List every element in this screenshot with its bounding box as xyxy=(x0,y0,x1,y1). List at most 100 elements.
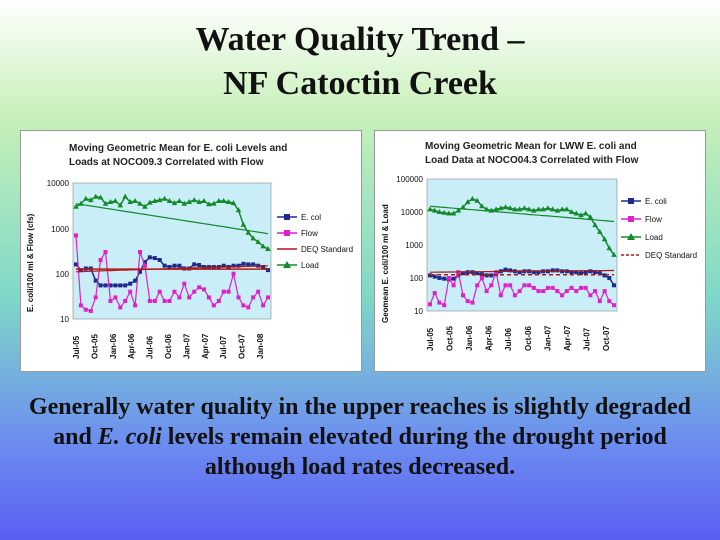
series-line-ecoli xyxy=(75,256,269,287)
data-point-load xyxy=(549,206,556,212)
data-point-load xyxy=(206,201,212,207)
data-point-flow xyxy=(451,283,456,288)
data-point-load xyxy=(535,206,542,212)
data-point-flow xyxy=(162,299,167,303)
x-tick-label: Oct-06 xyxy=(524,326,533,351)
data-point-flow xyxy=(83,307,88,312)
data-point-load xyxy=(483,206,490,212)
data-point-flow xyxy=(152,299,157,303)
chart-noco04-svg: Moving Geometric Mean for LWW E. coli an… xyxy=(381,141,697,351)
data-point-load xyxy=(265,246,271,251)
x-tick-label: Jul-05 xyxy=(72,335,81,359)
data-point-ecoli xyxy=(78,268,83,273)
data-point-flow xyxy=(74,233,78,238)
data-point-flow xyxy=(93,295,98,300)
legend-marker-ecoli xyxy=(284,214,290,220)
x-tick-labels: Jul-05 Oct-05 Jan-06 Apr-06 Jul-06 Oct-06 Jan-… xyxy=(72,333,265,359)
data-point-ecoli xyxy=(197,263,202,267)
slide-caption: Generally water quality in the upper rea… xyxy=(20,392,700,482)
data-point-load xyxy=(250,235,256,241)
x-tick-label: Apr-06 xyxy=(127,333,136,359)
data-point-flow xyxy=(432,291,437,295)
data-point-flow xyxy=(246,305,251,310)
data-point-load xyxy=(516,206,523,212)
legend-marker-ecoli xyxy=(628,198,634,204)
data-point-load xyxy=(606,245,613,251)
data-point-ecoli xyxy=(451,276,456,281)
data-point-ecoli xyxy=(251,262,256,267)
chart-title-line-1: Moving Geometric Mean for LWW E. coli an… xyxy=(425,141,637,152)
data-point-ecoli xyxy=(118,283,123,288)
y-tick-label: 100 xyxy=(410,274,424,283)
series-group xyxy=(73,193,271,313)
data-point-flow xyxy=(206,295,211,300)
data-point-flow xyxy=(261,303,266,308)
data-point-ecoli xyxy=(202,265,206,269)
data-point-flow xyxy=(512,293,517,298)
data-point-flow xyxy=(442,303,447,308)
y-tick-label: 10000 xyxy=(47,179,70,188)
data-point-load xyxy=(152,198,158,203)
data-point-flow xyxy=(133,303,138,308)
data-point-flow xyxy=(579,285,583,290)
data-point-flow xyxy=(517,289,522,294)
data-point-load xyxy=(578,212,584,218)
series-line-load-trend xyxy=(75,203,269,235)
data-point-load xyxy=(230,200,237,206)
data-point-load xyxy=(235,207,242,213)
x-tick-label: Jan-06 xyxy=(109,333,118,359)
data-point-ecoli xyxy=(574,270,579,275)
x-tick-label: Apr-07 xyxy=(201,333,210,359)
legend: E. col Flow DEQ Standard Load xyxy=(277,213,353,270)
data-point-flow xyxy=(574,289,579,294)
data-point-load xyxy=(147,199,153,205)
y-tick-label: 100 xyxy=(56,270,70,279)
data-point-flow xyxy=(583,285,588,290)
data-point-flow xyxy=(202,287,206,292)
caption-text-1: Generally water quality in the upper rea… xyxy=(28,394,691,450)
x-tick-label: Oct-05 xyxy=(446,326,455,351)
data-point-ecoli xyxy=(593,270,598,275)
series-line-flow xyxy=(429,269,615,307)
data-point-load xyxy=(216,198,222,203)
data-point-load xyxy=(597,228,603,234)
chart-noco09: Moving Geometric Mean for E. coli Levels… xyxy=(20,130,362,372)
data-point-load xyxy=(592,222,598,228)
data-point-ecoli xyxy=(508,268,513,273)
data-point-flow xyxy=(88,309,93,313)
data-point-ecoli xyxy=(503,267,508,272)
data-point-load xyxy=(507,205,513,211)
data-point-ecoli xyxy=(123,283,128,288)
legend-label-flow: Flow xyxy=(301,229,318,238)
chart-title-line-1: Moving Geometric Mean for E. coli Levels… xyxy=(69,143,287,154)
data-point-flow xyxy=(266,295,270,300)
data-point-load xyxy=(132,198,138,203)
data-point-load xyxy=(117,202,124,208)
data-point-ecoli xyxy=(602,273,607,278)
plot-area xyxy=(72,182,272,320)
caption-italic: E. coli xyxy=(97,424,162,450)
data-point-flow xyxy=(177,295,182,300)
series-line-ecoli-trend xyxy=(75,265,269,273)
y-tick-label: 10 xyxy=(414,307,423,316)
data-point-load xyxy=(92,193,99,199)
data-point-flow xyxy=(545,285,550,290)
legend: E. coli Flow Load DEQ Standard xyxy=(621,197,697,260)
data-point-load xyxy=(582,210,589,216)
data-point-flow xyxy=(226,289,231,294)
data-point-ecoli xyxy=(241,261,246,266)
x-tick-label: Jan-06 xyxy=(465,325,474,351)
data-point-flow xyxy=(221,289,226,294)
data-point-flow xyxy=(536,289,541,294)
data-point-flow xyxy=(167,299,172,303)
data-point-ecoli xyxy=(157,258,162,262)
data-point-flow xyxy=(128,289,133,294)
data-point-flow xyxy=(78,303,83,308)
title-line-1: Water Quality Trend – xyxy=(195,21,525,58)
data-point-load xyxy=(554,207,561,213)
data-point-load xyxy=(181,200,188,206)
data-point-flow xyxy=(531,285,536,290)
data-point-load xyxy=(73,203,79,209)
y-tick-label: 10000 xyxy=(401,208,424,217)
data-point-load xyxy=(479,203,485,209)
